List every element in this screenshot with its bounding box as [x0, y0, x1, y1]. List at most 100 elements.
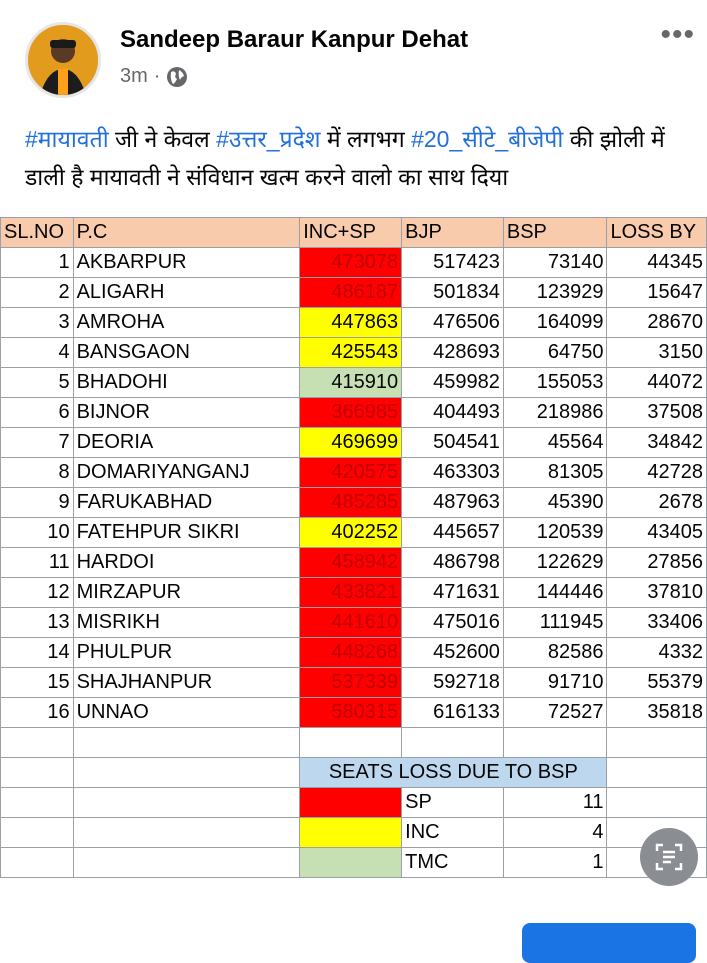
table-row: 8 DOMARIYANGANJ 420575 463303 81305 42728 [0, 457, 707, 488]
cell-bjp-votes: 616133 [401, 697, 504, 728]
header-inc-sp: INC+SP [299, 217, 403, 248]
cell-loss-by: 55379 [606, 667, 707, 698]
cell-bsp-votes: 45564 [502, 427, 608, 458]
cell-loss-by: 37508 [606, 397, 707, 428]
cell-bsp-votes: 164099 [502, 307, 608, 338]
cell-constituency: PHULPUR [72, 637, 301, 668]
cell-loss-by: 27856 [606, 547, 707, 578]
cell-bjp-votes: 463303 [401, 457, 504, 488]
post-image-spreadsheet[interactable]: SL.NO P.C INC+SP BJP BSP LOSS BY 1 AKBARPUR 4730… [0, 217, 707, 899]
empty-cell [72, 787, 301, 818]
table-row: 6 BIJNOR 366985 404493 218986 37508 [0, 397, 707, 428]
empty-cell [0, 817, 74, 848]
cell-sl-no: 4 [0, 337, 74, 368]
cell-sl-no: 8 [0, 457, 74, 488]
cell-inc-sp-votes: 433821 [299, 577, 403, 608]
table-row: 7 DEORIA 469699 504541 45564 34842 [0, 427, 707, 458]
post-header: Sandeep Baraur Kanpur Dehat 3m · ••• [0, 0, 707, 110]
cell-sl-no: 3 [0, 307, 74, 338]
cell-inc-sp-votes: 366985 [299, 397, 403, 428]
cell-loss-by: 15647 [606, 277, 707, 308]
text-scan-icon [655, 843, 683, 871]
cell-sl-no: 5 [0, 367, 74, 398]
table-row: 13 MISRIKH 441610 475016 111945 33406 [0, 607, 707, 638]
summary-count: 11 [502, 787, 608, 818]
cell-bsp-votes: 155053 [502, 367, 608, 398]
post-time[interactable]: 3m [120, 65, 148, 87]
cell-bjp-votes: 404493 [401, 397, 504, 428]
table-row: 4 BANSGAON 425543 428693 64750 3150 [0, 337, 707, 368]
cell-inc-sp-votes: 469699 [299, 427, 403, 458]
hashtag-mayawati[interactable]: #मायावती [25, 126, 109, 152]
cell-sl-no: 1 [0, 247, 74, 278]
hashtag-uttar-pradesh[interactable]: #उत्तर_प्रदेश [216, 126, 321, 152]
empty-cell [0, 757, 74, 788]
cell-constituency: BHADOHI [72, 367, 301, 398]
empty-cell [72, 847, 301, 878]
cell-bsp-votes: 144446 [502, 577, 608, 608]
summary-row: INC 4 [0, 817, 707, 848]
cell-constituency: HARDOI [72, 547, 301, 578]
cell-inc-sp-votes: 537339 [299, 667, 403, 698]
summary-color-swatch [299, 847, 403, 878]
hashtag-20-seats-bjp[interactable]: #20_सीटे_बीजेपी [411, 126, 564, 152]
cell-loss-by: 34842 [606, 427, 707, 458]
cell-bsp-votes: 82586 [502, 637, 608, 668]
cell-sl-no: 12 [0, 577, 74, 608]
cell-bjp-votes: 476506 [401, 307, 504, 338]
cell-sl-no: 14 [0, 637, 74, 668]
post-text-segment: जी ने केवल [108, 126, 217, 152]
cell-sl-no: 11 [0, 547, 74, 578]
cell-bjp-votes: 486798 [401, 547, 504, 578]
cell-bjp-votes: 501834 [401, 277, 504, 308]
cell-inc-sp-votes: 447863 [299, 307, 403, 338]
cell-constituency: AMROHA [72, 307, 301, 338]
results-table: SL.NO P.C INC+SP BJP BSP LOSS BY 1 AKBARPUR 4730… [0, 217, 707, 878]
table-row: 1 AKBARPUR 473078 517423 73140 44345 [0, 247, 707, 278]
table-row: 14 PHULPUR 448268 452600 82586 4332 [0, 637, 707, 668]
cell-loss-by: 3150 [606, 337, 707, 368]
author-name[interactable]: Sandeep Baraur Kanpur Dehat [120, 26, 469, 53]
cell-constituency: BIJNOR [72, 397, 301, 428]
cell-sl-no: 7 [0, 427, 74, 458]
cell-loss-by: 44345 [606, 247, 707, 278]
cell-loss-by: 44072 [606, 367, 707, 398]
cell-constituency: MISRIKH [72, 607, 301, 638]
summary-title: SEATS LOSS DUE TO BSP [299, 757, 608, 788]
cell-bsp-votes: 91710 [502, 667, 608, 698]
cell-loss-by: 28670 [606, 307, 707, 338]
summary-color-swatch [299, 787, 403, 818]
cell-constituency: AKBARPUR [72, 247, 301, 278]
table-row: 9 FARUKABHAD 485285 487963 45390 2678 [0, 487, 707, 518]
empty-row [0, 727, 707, 758]
cell-loss-by: 37810 [606, 577, 707, 608]
action-button[interactable] [522, 923, 696, 963]
header-pc: P.C [72, 217, 301, 248]
empty-cell [606, 727, 707, 758]
cell-inc-sp-votes: 420575 [299, 457, 403, 488]
header-bjp: BJP [401, 217, 504, 248]
summary-party: SP [401, 787, 504, 818]
cell-inc-sp-votes: 441610 [299, 607, 403, 638]
text-scan-button[interactable] [640, 828, 698, 886]
cell-bjp-votes: 445657 [401, 517, 504, 548]
empty-cell [606, 757, 707, 788]
cell-loss-by: 35818 [606, 697, 707, 728]
globe-icon[interactable] [166, 66, 188, 88]
empty-cell [401, 727, 504, 758]
cell-inc-sp-votes: 473078 [299, 247, 403, 278]
empty-cell [0, 727, 74, 758]
cell-constituency: DEORIA [72, 427, 301, 458]
cell-constituency: SHAJHANPUR [72, 667, 301, 698]
post-text: #मायावती जी ने केवल #उत्तर_प्रदेश में लग… [25, 120, 695, 196]
empty-cell [299, 727, 403, 758]
cell-sl-no: 9 [0, 487, 74, 518]
cell-bsp-votes: 120539 [502, 517, 608, 548]
author-avatar[interactable] [25, 22, 101, 98]
table-row: 11 HARDOI 458942 486798 122629 27856 [0, 547, 707, 578]
summary-count: 4 [502, 817, 608, 848]
cell-bsp-votes: 72527 [502, 697, 608, 728]
cell-constituency: DOMARIYANGANJ [72, 457, 301, 488]
cell-inc-sp-votes: 402252 [299, 517, 403, 548]
more-icon[interactable]: ••• [660, 18, 695, 51]
